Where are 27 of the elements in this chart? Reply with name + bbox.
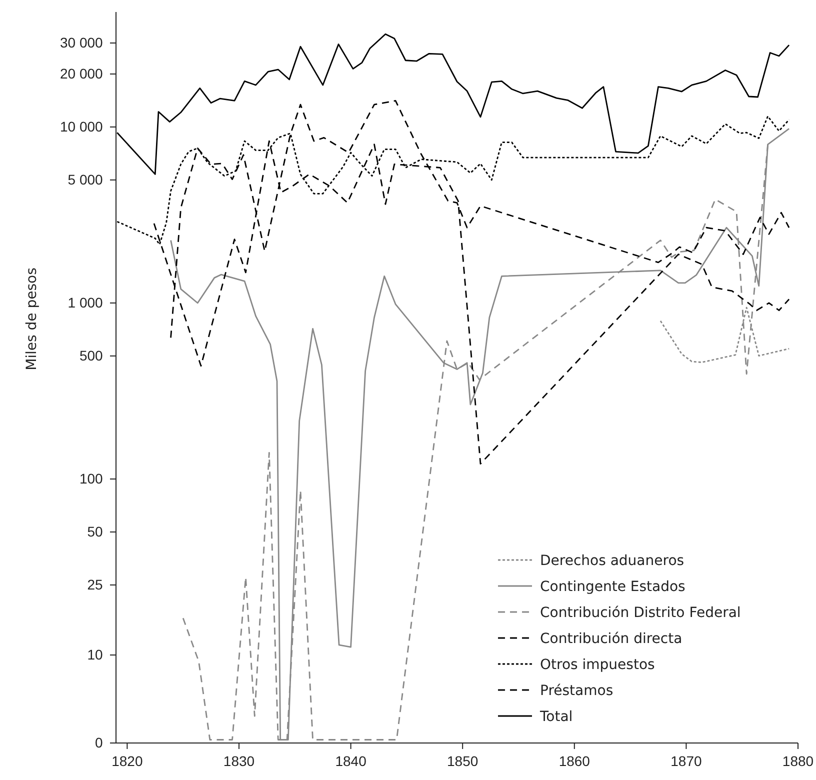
y-tick-label: 10 000	[60, 118, 104, 134]
x-tick-label: 1860	[558, 753, 590, 769]
legend-label: Otros impuestos	[540, 657, 655, 673]
y-tick-label: 25	[87, 576, 104, 592]
x-tick-label: 1850	[447, 753, 478, 769]
legend-label: Total	[539, 709, 573, 725]
x-tick-label: 1880	[782, 753, 814, 769]
legend-label: Contribución directa	[540, 631, 682, 647]
y-tick-label: 0	[95, 734, 104, 750]
line-series	[116, 33, 790, 175]
x-tick-label: 1830	[223, 753, 255, 769]
y-tick-label: 30 000	[60, 34, 104, 50]
x-tick-label: 1870	[670, 753, 702, 769]
y-tick-label: 10	[87, 646, 104, 662]
legend-label: Préstamos	[540, 683, 614, 699]
y-tick-label: 20 000	[60, 65, 104, 82]
y-tick-label: 50	[87, 523, 104, 540]
y-tick-label: 500	[79, 347, 104, 364]
y-axis-title: Miles de pesos	[24, 268, 40, 370]
x-tick-label: 1840	[335, 753, 367, 769]
legend-label: Derechos aduaneros	[540, 553, 684, 569]
y-tick-label: 100	[79, 470, 104, 486]
legend-label: Contribución Distrito Federal	[540, 605, 741, 621]
y-tick-label: 5 000	[68, 171, 103, 188]
x-tick-label: 1820	[112, 753, 143, 769]
legend-label: Contingente Estados	[540, 579, 686, 595]
y-tick-label: 1 000	[68, 294, 103, 310]
